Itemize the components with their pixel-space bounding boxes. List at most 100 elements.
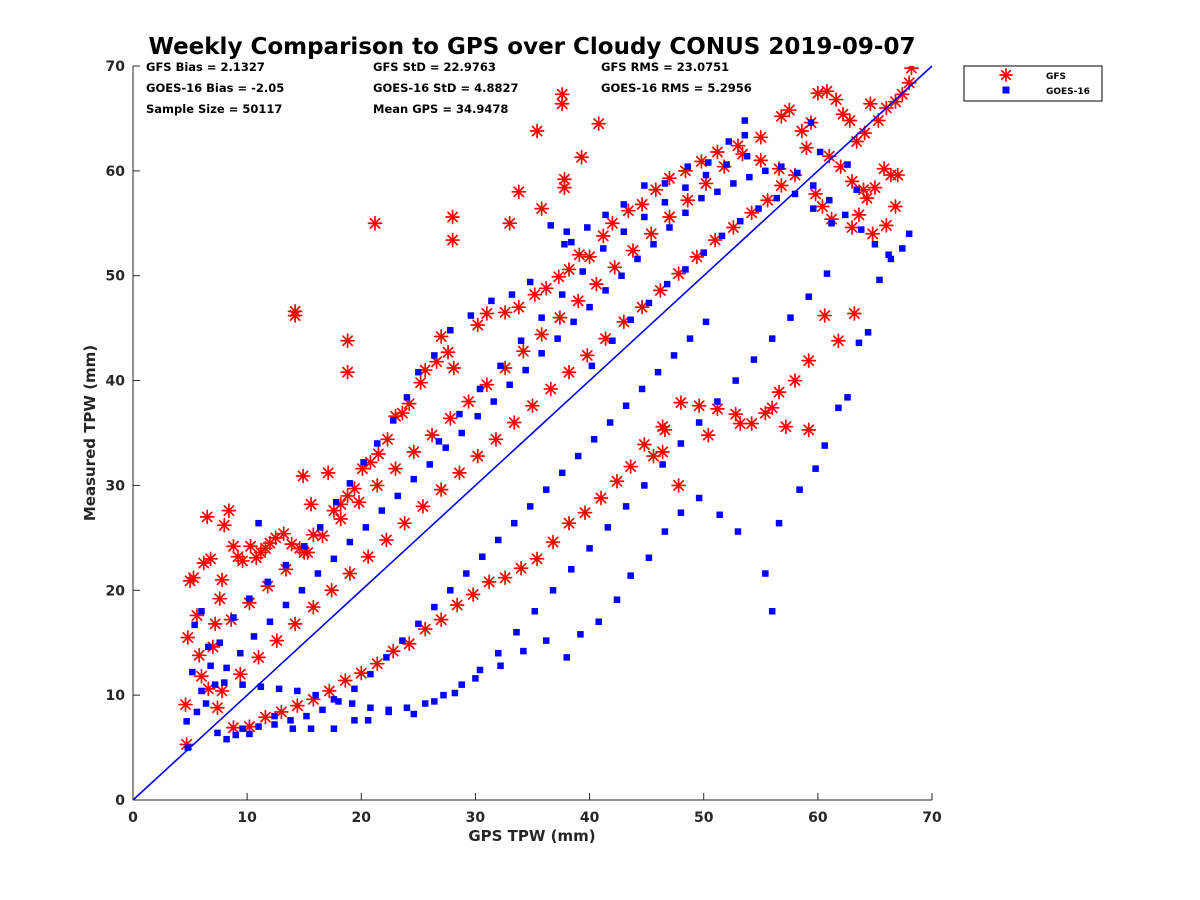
goes16-point [362, 524, 370, 531]
goes16-point [698, 194, 705, 202]
gfs-point [445, 232, 460, 248]
goes16-point [682, 184, 689, 191]
goes16-point [613, 596, 621, 603]
goes16-point [622, 402, 630, 409]
goes16-point [538, 314, 545, 321]
gfs-point [360, 549, 376, 565]
gfs-point [470, 317, 486, 333]
gfs-point [194, 668, 209, 684]
goes16-point [474, 412, 481, 420]
goes16-point [805, 293, 812, 300]
gfs-point [557, 180, 572, 195]
gfs-point [561, 515, 577, 531]
gfs-point [433, 329, 449, 344]
gfs-point [388, 461, 403, 477]
goes16-point [319, 706, 326, 714]
gfs-point [847, 306, 862, 321]
gfs-point [221, 503, 237, 518]
goes16-point [871, 241, 879, 248]
goes16-point [207, 662, 214, 670]
gfs-point [591, 116, 607, 132]
goes16-point [812, 465, 819, 472]
goes16-point [627, 572, 634, 579]
goes16-point [183, 718, 190, 725]
goes16-point [389, 417, 397, 424]
goes16-point [864, 329, 872, 336]
gfs-point [199, 509, 215, 525]
gfs-point [385, 643, 401, 659]
gfs-point [446, 360, 462, 376]
gfs-point [379, 532, 394, 548]
x-tick-label: 30 [466, 810, 486, 826]
goes16-point [426, 461, 434, 468]
y-tick-label: 10 [106, 688, 126, 704]
goes16-point [282, 601, 290, 609]
goes16-point [885, 251, 892, 258]
goes16-point [750, 356, 758, 363]
goes16-point [508, 291, 516, 298]
gfs-point [369, 656, 385, 672]
goes16-point [330, 725, 338, 732]
x-tick-label: 60 [808, 810, 828, 826]
goes16-point [682, 209, 689, 217]
gfs-point [753, 129, 769, 145]
gfs-point [406, 444, 422, 460]
goes16-point [641, 213, 648, 221]
goes16-point [620, 201, 628, 208]
goes16-point [570, 318, 577, 326]
goes16-point [330, 555, 338, 563]
gfs-point [844, 220, 860, 235]
gfs-point [689, 249, 705, 265]
goes16-point [835, 404, 842, 412]
goes16-point [620, 228, 628, 235]
reference-line [132, 65, 933, 801]
gfs-point [452, 465, 467, 481]
gfs-point [579, 348, 595, 363]
goes16-point [198, 687, 205, 695]
gfs-point [269, 633, 285, 648]
goes16-point [191, 621, 198, 629]
goes16-point [451, 689, 459, 697]
goes16-point [435, 438, 443, 445]
gfs-point [865, 226, 880, 242]
gfs-point [216, 517, 232, 533]
gfs-point [214, 683, 230, 699]
goes16-point [522, 366, 529, 374]
gfs-point [773, 108, 789, 124]
gfs-point [662, 209, 677, 225]
goes16-point [442, 444, 450, 451]
goes16-point [823, 270, 831, 277]
gfs-point [863, 96, 878, 112]
goes16-point [810, 182, 817, 189]
goes16-point [403, 394, 411, 401]
gfs-point [652, 283, 668, 298]
goes16-point [682, 266, 689, 273]
goes16-point [574, 452, 582, 460]
gfs-point [554, 96, 570, 112]
goes16-point [588, 362, 596, 370]
gfs-point [781, 102, 797, 118]
gfs-point [534, 327, 549, 342]
goes16-point [604, 524, 612, 531]
gfs-point [577, 505, 593, 521]
gfs-point [232, 666, 248, 682]
gfs-point [671, 478, 686, 493]
legend-goes-marker [1002, 86, 1010, 94]
gfs-point [607, 259, 623, 275]
gfs-point [442, 410, 458, 426]
goes16-point [828, 220, 835, 227]
gfs-point [771, 384, 787, 400]
goes16-point [415, 620, 422, 628]
goes16-point [216, 639, 223, 646]
goes16-point [346, 480, 354, 487]
goes16-point [853, 186, 860, 193]
gfs-point [819, 83, 835, 99]
goes16-point [741, 131, 749, 139]
goes16-point [458, 681, 465, 688]
goes16-point [193, 708, 201, 716]
gfs-point [691, 398, 707, 414]
goes16-point [410, 710, 418, 718]
goes16-point [702, 318, 710, 326]
goes16-point [348, 700, 356, 707]
gfs-point [511, 299, 527, 315]
